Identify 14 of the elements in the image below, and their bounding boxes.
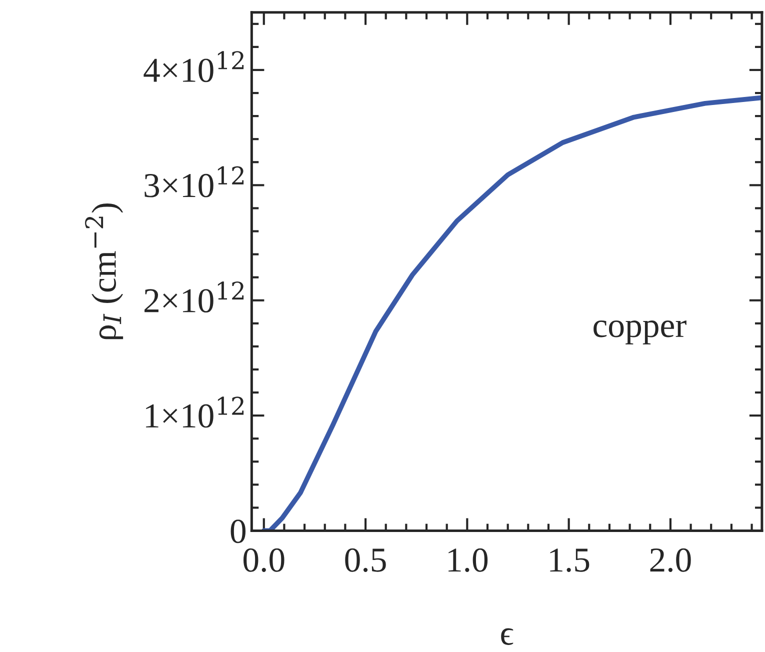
- x-tick-label: 0.5: [345, 548, 386, 572]
- y-tick-label: 1×10$^{12}$: [146, 396, 244, 428]
- annotation: copper: [594, 320, 686, 344]
- y-tick-label: 0: [230, 520, 246, 544]
- x-tick-label: 0.0: [244, 548, 284, 572]
- x-tick-label: 1.5: [550, 548, 590, 572]
- y-tick-label: 4×10$^{12}$: [144, 51, 244, 82]
- x-tick-label: 1.0: [448, 548, 488, 572]
- x-tick-label: 2.0: [650, 548, 691, 572]
- x-axis-title: ϵ: [501, 628, 514, 645]
- y-axis-title: ρ$_{I}$ (cm$^{−2}$): [85, 203, 124, 340]
- y-tick-label: 3×10$^{12}$: [144, 166, 244, 198]
- y-tick-label: 2×10$^{12}$: [144, 282, 244, 312]
- line-series: [261, 95, 762, 531]
